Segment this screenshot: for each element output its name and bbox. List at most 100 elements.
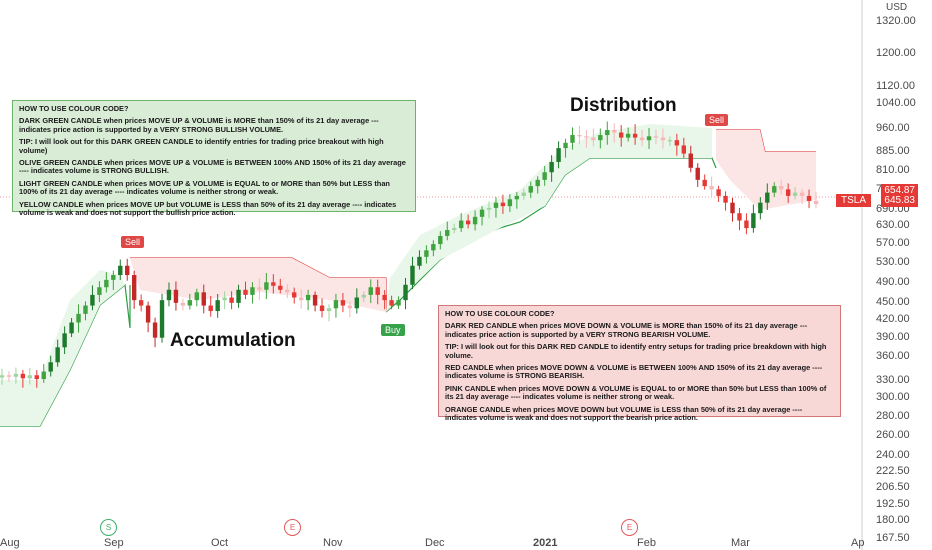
candle-body [688, 153, 693, 168]
candle [563, 138, 568, 158]
candle [598, 128, 603, 149]
candle [493, 197, 499, 218]
candle-body [20, 373, 26, 379]
candle-body [368, 287, 373, 295]
candle [125, 258, 130, 281]
candle-body [445, 230, 450, 236]
time-tick-label: Oct [211, 537, 228, 549]
candle-body [479, 209, 485, 217]
candle-body [201, 292, 206, 306]
price-tick-label: 280.00 [876, 410, 910, 422]
candle [792, 187, 798, 200]
candle [625, 127, 631, 142]
candle-body [528, 186, 533, 193]
candle-body [549, 161, 554, 173]
split-event-marker[interactable]: S [100, 519, 117, 536]
bullish-note-line: LIGHT GREEN CANDLE when prices MOVE UP &… [19, 178, 390, 197]
candle [528, 181, 533, 199]
price-tick-label: 167.50 [876, 532, 910, 544]
candle [111, 270, 116, 291]
bearish-note-line: RED CANDLE when prices MOVE DOWN & VOLUM… [445, 363, 823, 381]
earnings-event-marker[interactable]: E [284, 519, 301, 536]
candle [445, 221, 450, 241]
candle-body [556, 148, 561, 162]
candle-body [76, 313, 81, 323]
candle [667, 136, 673, 147]
candle-body [605, 130, 610, 136]
candle-body [514, 195, 520, 200]
price-tick-label: 810.00 [876, 164, 910, 176]
candle [292, 287, 297, 304]
candle [716, 185, 721, 202]
candle [723, 191, 728, 211]
earnings-event-marker[interactable]: E [621, 519, 638, 536]
candle-body [285, 289, 290, 293]
candle [751, 204, 756, 233]
bullish-note-line: TIP: I will look out for this DARK GREEN… [19, 137, 384, 155]
candle [410, 256, 415, 290]
price-tick-label: 180.00 [876, 514, 910, 526]
candle-body [264, 282, 269, 290]
candle [138, 294, 144, 312]
candle-body [577, 135, 582, 137]
candle-body [563, 142, 568, 149]
bearish-zone-fill [130, 258, 386, 312]
candle-body [312, 294, 318, 306]
bearish-legend-note: HOW TO USE COLOUR CODE? DARK RED CANDLE … [438, 305, 841, 422]
bearish-note-line: TIP: I will look out for this DARK RED C… [445, 342, 827, 360]
candle-body [104, 279, 109, 288]
candle-body [319, 305, 325, 312]
bullish-zone-fill [0, 270, 125, 426]
distribution-label: Distribution [570, 95, 677, 116]
candle [514, 192, 520, 209]
candle [577, 125, 582, 145]
price-tick-label: 960.00 [876, 122, 910, 134]
candle-body [292, 292, 297, 298]
candle [639, 130, 645, 147]
candle-body [159, 300, 165, 338]
price-tick-label: 420.00 [876, 313, 910, 325]
candle [632, 124, 638, 145]
candle [0, 368, 5, 385]
candle-body [612, 130, 617, 133]
candle [27, 368, 33, 385]
price-tick-label: 192.50 [876, 498, 910, 510]
time-axis: Aug Sep Oct Nov Dec 2021 Feb Mar Ap [0, 537, 864, 549]
candle [69, 318, 74, 338]
candle [465, 214, 471, 229]
candle-body [772, 186, 777, 193]
price-tick-label: 300.00 [876, 391, 910, 403]
candle [97, 281, 102, 303]
candle [194, 288, 200, 307]
time-tick-label: Nov [323, 537, 343, 549]
candle-body [111, 275, 116, 280]
candle [500, 194, 506, 214]
candle-body [97, 287, 102, 295]
candle [13, 367, 19, 384]
candle [570, 127, 575, 150]
candle [403, 277, 408, 310]
candle-body [584, 136, 589, 138]
candle [166, 282, 172, 307]
candle-body [34, 375, 39, 380]
candle-body [396, 300, 401, 306]
candle [319, 298, 325, 318]
candle-body [542, 172, 547, 180]
candle-body [618, 132, 624, 138]
candle-body [347, 305, 353, 309]
candle [584, 129, 589, 148]
candle-body [340, 300, 346, 306]
candle-body [591, 137, 596, 141]
candle-body [452, 228, 457, 231]
bearish-zone-fill [716, 130, 816, 210]
candle [278, 278, 283, 294]
price-tick-label: 570.00 [876, 237, 910, 249]
bearish-note-line: ORANGE CANDLE when prices MOVE DOWN but … [445, 404, 803, 423]
candle-body [180, 302, 186, 306]
candle [20, 369, 26, 388]
candle [333, 293, 339, 318]
time-tick-label: Mar [731, 537, 750, 549]
bearish-note-line: PINK CANDLE when prices MOVE DOWN & VOLU… [445, 383, 827, 402]
time-tick-label: Feb [637, 537, 656, 549]
candle-body [500, 202, 506, 207]
